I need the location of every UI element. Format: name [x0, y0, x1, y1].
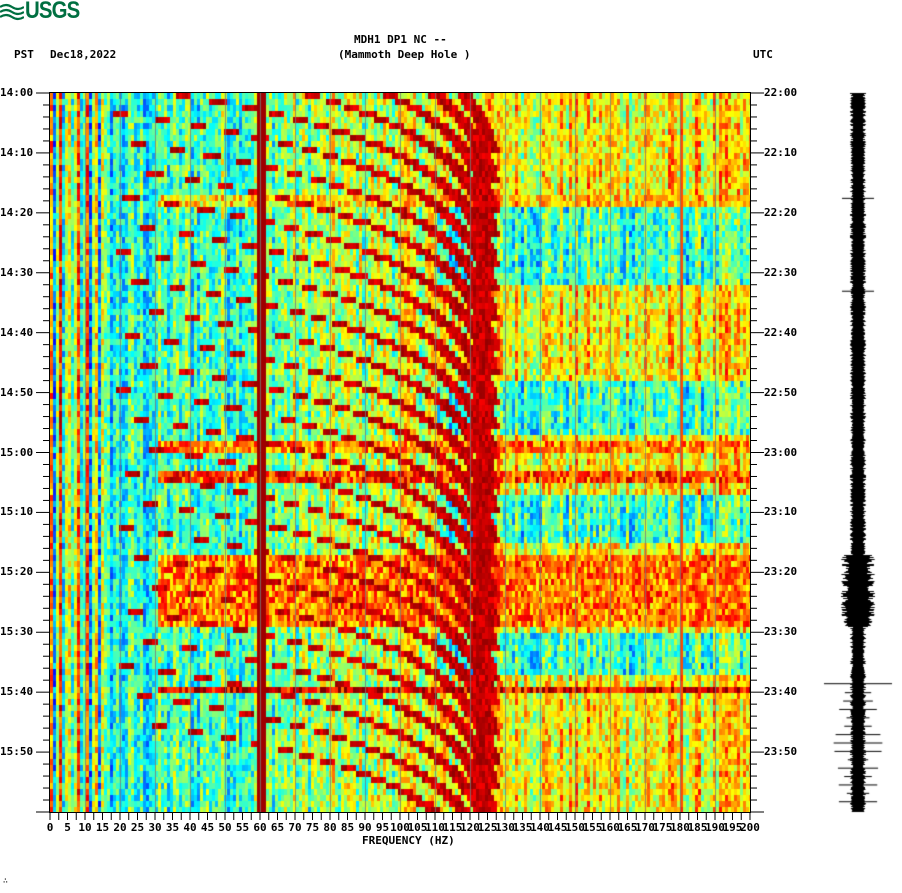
y-tick-label-left: 15:40: [0, 685, 34, 699]
y-tick-label-right: 23:40: [764, 685, 798, 699]
x-tick-label: 30: [148, 821, 162, 834]
x-tick-label: 155: [582, 821, 603, 834]
y-tick-label-left: 14:10: [0, 145, 34, 159]
y-tick-label-right: 22:10: [764, 145, 798, 159]
y-tick-label-left: 15:30: [0, 625, 34, 639]
y-tick-label-right: 22:40: [764, 325, 798, 339]
x-tick-label: 75: [305, 821, 320, 834]
x-tick-label: 115: [442, 821, 463, 834]
x-axis-title: FREQUENCY (HZ): [362, 834, 455, 847]
x-tick-label: 20: [113, 821, 127, 834]
x-tick-label: 160: [600, 821, 620, 834]
x-tick-label: 175: [652, 821, 673, 834]
y-tick-label-right: 23:50: [764, 745, 798, 759]
usgs-logo: USGS: [0, 0, 89, 24]
left-timezone: PST: [14, 48, 34, 61]
x-tick-label: 95: [375, 821, 390, 834]
y-tick-label-right: 23:00: [764, 445, 798, 459]
y-tick-label-left: 15:50: [0, 745, 34, 759]
y-tick-label-right: 23:30: [764, 625, 798, 639]
x-tick-label: 10: [78, 821, 92, 834]
x-tick-label: 60: [253, 821, 267, 834]
y-tick-label-left: 14:50: [0, 385, 34, 399]
y-tick-label-right: 22:50: [764, 385, 798, 399]
right-timezone: UTC: [753, 48, 773, 61]
x-tick-label: 200: [740, 821, 760, 834]
y-tick-label-left: 14:40: [0, 325, 34, 339]
x-tick-label: 165: [617, 821, 638, 834]
seismogram-trace: [815, 90, 902, 815]
usgs-logo-text: USGS: [25, 0, 80, 24]
x-tick-label: 100: [390, 821, 410, 834]
x-tick-label: 170: [635, 821, 655, 834]
x-tick-label: 190: [705, 821, 725, 834]
x-tick-label: 135: [512, 821, 533, 834]
x-tick-label: 145: [547, 821, 568, 834]
x-tick-label: 5: [64, 821, 71, 834]
y-tick-label-left: 15:00: [0, 445, 34, 459]
y-tick-label-right: 22:20: [764, 205, 798, 219]
y-tick-label-left: 14:00: [0, 86, 34, 99]
x-tick-label: 130: [495, 821, 515, 834]
x-tick-label: 50: [218, 821, 232, 834]
x-tick-label: 70: [288, 821, 302, 834]
x-tick-label: 65: [270, 821, 285, 834]
date-label: Dec18,2022: [50, 48, 117, 61]
x-tick-label: 85: [340, 821, 355, 834]
spectrogram-plot: [50, 93, 750, 812]
y-tick-label-left: 15:10: [0, 505, 34, 519]
x-tick-label: 105: [407, 821, 428, 834]
x-tick-label: 195: [722, 821, 743, 834]
footer-mark: ∴: [3, 876, 8, 885]
x-tick-label: 55: [235, 821, 250, 834]
x-tick-label: 185: [687, 821, 708, 834]
x-tick-label: 0: [46, 821, 54, 834]
y-tick-label-right: 23:10: [764, 505, 798, 519]
y-tick-label-left: 14:30: [0, 265, 34, 279]
x-tick-label: 110: [425, 821, 445, 834]
y-tick-label-right: 22:00: [764, 86, 798, 99]
usgs-wave-icon: [0, 1, 24, 21]
x-tick-label: 80: [323, 821, 337, 834]
y-tick-label-left: 14:20: [0, 205, 34, 219]
x-tick-label: 150: [565, 821, 585, 834]
x-tick-label: 40: [183, 821, 197, 834]
x-tick-label: 25: [130, 821, 145, 834]
y-tick-label-right: 22:30: [764, 265, 798, 279]
x-tick-label: 125: [477, 821, 498, 834]
x-tick-label: 35: [165, 821, 180, 834]
x-tick-label: 45: [200, 821, 215, 834]
x-tick-label: 120: [460, 821, 480, 834]
x-tick-label: 140: [530, 821, 550, 834]
station-code: MDH1 DP1 NC --: [354, 33, 447, 46]
y-tick-label-right: 23:20: [764, 565, 798, 579]
x-tick-label: 90: [358, 821, 372, 834]
x-tick-label: 15: [95, 821, 110, 834]
x-tick-label: 180: [670, 821, 690, 834]
station-name: (Mammoth Deep Hole ): [338, 48, 471, 61]
y-tick-label-left: 15:20: [0, 565, 34, 579]
